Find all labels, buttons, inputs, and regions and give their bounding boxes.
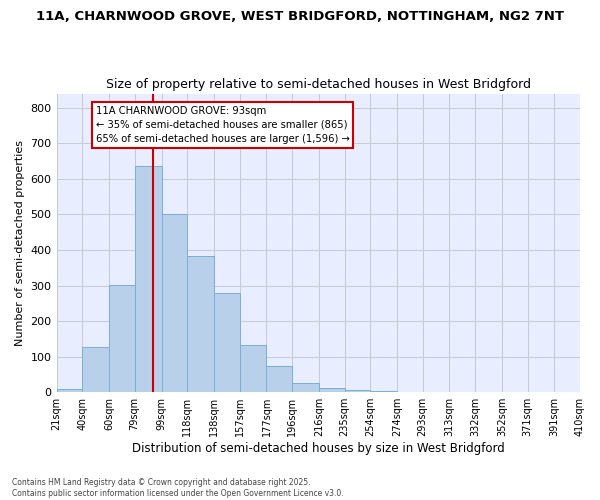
Bar bbox=[266, 366, 292, 392]
Bar bbox=[56, 388, 82, 392]
Bar bbox=[292, 383, 319, 392]
Bar bbox=[187, 256, 214, 392]
Text: 11A CHARNWOOD GROVE: 93sqm
← 35% of semi-detached houses are smaller (865)
65% o: 11A CHARNWOOD GROVE: 93sqm ← 35% of semi… bbox=[95, 106, 349, 144]
Bar bbox=[82, 346, 109, 392]
Bar bbox=[344, 390, 370, 392]
Bar bbox=[239, 346, 266, 392]
Bar bbox=[134, 166, 161, 392]
X-axis label: Distribution of semi-detached houses by size in West Bridgford: Distribution of semi-detached houses by … bbox=[132, 442, 505, 455]
Bar bbox=[109, 285, 134, 392]
Bar bbox=[214, 294, 239, 392]
Y-axis label: Number of semi-detached properties: Number of semi-detached properties bbox=[15, 140, 25, 346]
Bar bbox=[161, 214, 187, 392]
Bar bbox=[370, 391, 397, 392]
Text: 11A, CHARNWOOD GROVE, WEST BRIDGFORD, NOTTINGHAM, NG2 7NT: 11A, CHARNWOOD GROVE, WEST BRIDGFORD, NO… bbox=[36, 10, 564, 23]
Title: Size of property relative to semi-detached houses in West Bridgford: Size of property relative to semi-detach… bbox=[106, 78, 531, 91]
Text: Contains HM Land Registry data © Crown copyright and database right 2025.
Contai: Contains HM Land Registry data © Crown c… bbox=[12, 478, 344, 498]
Bar bbox=[319, 388, 344, 392]
